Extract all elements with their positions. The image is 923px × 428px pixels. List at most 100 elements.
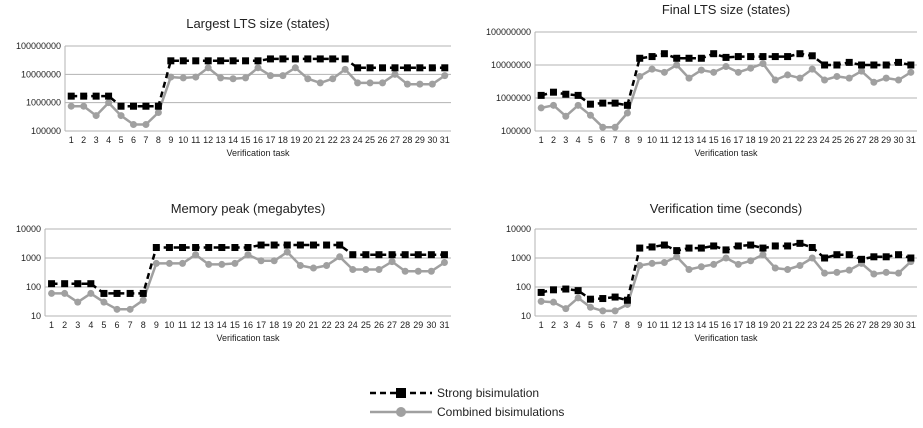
x-tick-label: 26 — [378, 135, 388, 145]
x-tick-label: 24 — [820, 320, 830, 330]
data-point-strong — [92, 92, 100, 100]
data-point-combined — [821, 269, 829, 277]
data-point-combined — [636, 72, 644, 80]
data-point-strong — [895, 58, 903, 66]
x-axis-label: Verification task — [226, 148, 290, 158]
x-tick-label: 31 — [439, 320, 449, 330]
data-point-strong — [549, 88, 557, 96]
data-point-combined — [710, 260, 718, 268]
data-point-strong — [660, 50, 668, 58]
y-tick-label: 100 — [26, 282, 41, 292]
data-point-combined — [599, 307, 607, 315]
data-point-strong — [440, 251, 448, 259]
x-tick-label: 16 — [721, 320, 731, 330]
legend-label-combined: Combined bisimulations — [437, 405, 564, 419]
x-tick-label: 6 — [600, 320, 605, 330]
x-tick-label: 23 — [807, 320, 817, 330]
data-point-combined — [759, 60, 767, 68]
x-tick-label: 25 — [361, 320, 371, 330]
x-tick-label: 9 — [168, 135, 173, 145]
data-point-combined — [636, 262, 644, 270]
data-point-strong — [784, 242, 792, 250]
data-point-strong — [636, 244, 644, 252]
data-point-strong — [710, 50, 718, 58]
data-point-combined — [574, 101, 582, 109]
data-point-combined — [796, 74, 804, 82]
y-tick-label: 100 — [516, 282, 531, 292]
x-tick-label: 11 — [660, 320, 669, 330]
data-point-strong — [870, 61, 878, 69]
chart-title: Largest LTS size (states) — [186, 16, 330, 31]
data-point-strong — [623, 296, 631, 304]
x-tick-label: 23 — [340, 135, 350, 145]
data-point-strong — [257, 241, 265, 249]
data-point-combined — [403, 80, 411, 88]
data-point-strong — [821, 61, 829, 69]
legend-marker-strong — [396, 388, 406, 398]
data-point-combined — [833, 72, 841, 80]
data-point-combined — [379, 79, 387, 87]
data-point-strong — [165, 244, 173, 252]
x-tick-label: 20 — [770, 135, 780, 145]
data-point-strong — [747, 241, 755, 249]
data-point-combined — [341, 65, 349, 73]
data-point-strong — [636, 54, 644, 62]
data-point-combined — [192, 251, 200, 259]
legend: Strong bisimulation Combined bisimulatio… — [370, 386, 564, 419]
data-point-strong — [771, 53, 779, 61]
data-point-combined — [92, 112, 100, 120]
x-tick-label: 21 — [308, 320, 318, 330]
x-tick-label: 3 — [75, 320, 80, 330]
x-tick-label: 3 — [563, 320, 568, 330]
x-tick-label: 25 — [832, 320, 842, 330]
x-tick-label: 8 — [141, 320, 146, 330]
data-point-combined — [179, 259, 187, 267]
data-point-strong — [204, 57, 212, 65]
data-point-combined — [562, 112, 570, 120]
data-point-combined — [685, 266, 693, 274]
data-point-combined — [129, 120, 137, 128]
data-point-combined — [428, 80, 436, 88]
data-point-combined — [833, 268, 841, 276]
y-tick-label: 100000 — [31, 126, 61, 136]
data-point-strong — [549, 286, 557, 294]
x-tick-label: 20 — [295, 320, 305, 330]
data-point-strong — [270, 241, 278, 249]
data-point-strong — [599, 295, 607, 303]
data-point-strong — [403, 64, 411, 72]
data-point-strong — [808, 52, 816, 60]
x-tick-label: 3 — [94, 135, 99, 145]
x-tick-label: 4 — [576, 135, 581, 145]
x-tick-label: 15 — [709, 135, 719, 145]
x-tick-label: 25 — [832, 135, 842, 145]
data-point-combined — [304, 75, 312, 83]
data-point-strong — [401, 251, 409, 259]
data-point-strong — [722, 53, 730, 61]
x-tick-label: 26 — [844, 135, 854, 145]
data-point-strong — [611, 99, 619, 107]
x-tick-label: 30 — [894, 320, 904, 330]
data-point-combined — [126, 305, 134, 313]
data-point-strong — [113, 289, 121, 297]
data-point-combined — [105, 99, 113, 107]
data-point-strong — [599, 99, 607, 107]
data-point-strong — [323, 241, 331, 249]
x-tick-label: 14 — [228, 135, 238, 145]
x-tick-label: 13 — [204, 320, 214, 330]
data-point-combined — [784, 71, 792, 79]
x-tick-label: 11 — [660, 135, 669, 145]
x-tick-label: 5 — [588, 135, 593, 145]
x-tick-label: 20 — [770, 320, 780, 330]
data-point-strong — [388, 251, 396, 259]
x-tick-label: 21 — [783, 320, 793, 330]
data-point-combined — [648, 65, 656, 73]
x-tick-label: 8 — [625, 135, 630, 145]
x-tick-label: 12 — [191, 320, 201, 330]
series-line-combined — [71, 66, 446, 126]
data-point-strong — [759, 53, 767, 61]
data-point-combined — [441, 72, 449, 80]
data-point-combined — [113, 305, 121, 313]
data-point-strong — [441, 64, 449, 72]
x-tick-label: 1 — [49, 320, 54, 330]
